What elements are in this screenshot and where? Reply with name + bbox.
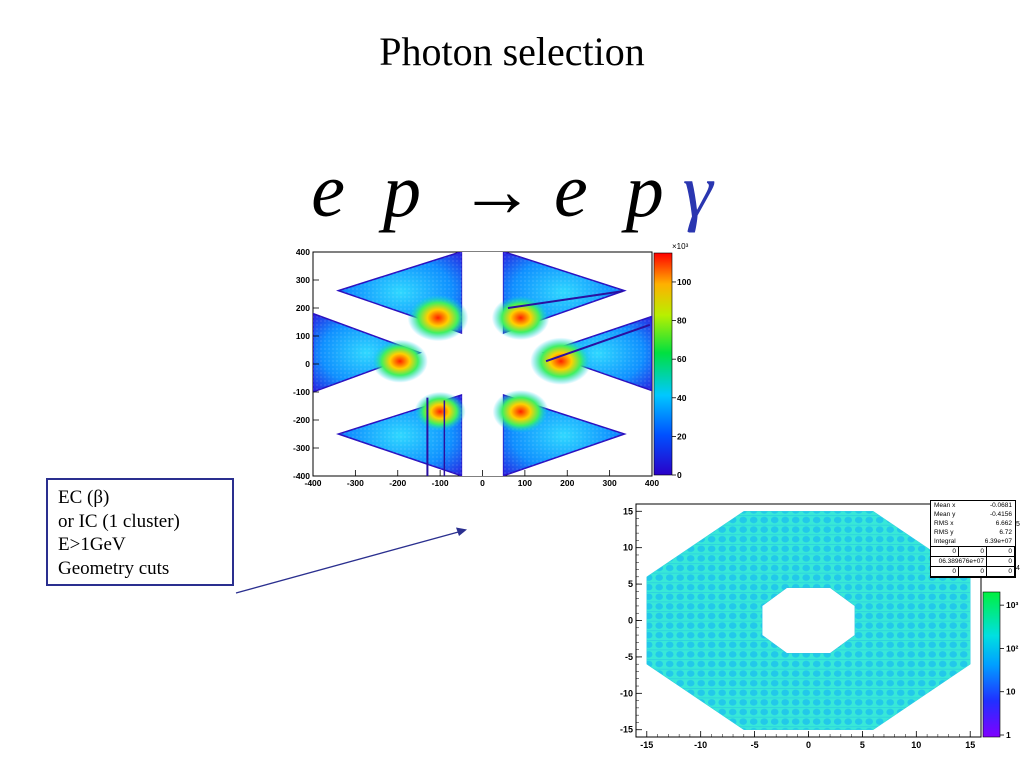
eq-arrow: →: [459, 149, 536, 233]
ec-y-tick-label: 100: [296, 331, 310, 341]
ic-heatmap-chart: -15 -10 -5 0 5 10 15 15 10 5 0 -5 -10 -15 1 10 10² 10³ 5…: [620, 503, 1020, 750]
ec-color-scale-bar: [653, 252, 673, 476]
eq-electron-out: e: [554, 149, 588, 233]
ic-z-tick-label: 10²: [1006, 643, 1018, 653]
ec-x-tick-label: 200: [560, 478, 574, 488]
ec-y-tick-label: 400: [296, 247, 310, 257]
ec-hot-spot: [492, 390, 549, 434]
ic-y-tick-label: 15: [623, 506, 633, 516]
ec-z-tick-label: 60: [677, 354, 687, 364]
ec-z-tick-label: 100: [677, 277, 691, 287]
eq-proton-out: p: [625, 149, 664, 233]
cut-line-ec: EC (β): [58, 487, 110, 508]
ec-x-tick-label: 300: [603, 478, 617, 488]
reaction-equation: e p → e p γ: [0, 148, 1024, 235]
ic-z-tick-label: 10: [1006, 687, 1016, 697]
ic-z-tick-label: 10³: [1006, 600, 1018, 610]
ec-x-tick-label: -300: [347, 478, 364, 488]
ec-hot-spot: [407, 294, 469, 342]
ec-x-tick-label: -100: [432, 478, 449, 488]
ic-x-tick-label: 10: [911, 740, 921, 750]
stats-row: Integral 6.39e+07: [934, 538, 1012, 545]
cut-line-energy: E>1GeV: [58, 534, 126, 555]
selection-cuts-box: EC (β) or IC (1 cluster) E>1GeV Geometry…: [46, 478, 234, 586]
ec-y-tick-label: -300: [293, 443, 310, 453]
ic-z-overflow-label-1: 5: [1016, 521, 1020, 528]
ec-x-tick-label: 400: [645, 478, 659, 488]
ic-y-tick-label: 10: [623, 543, 633, 553]
ec-y-tick-label: -200: [293, 415, 310, 425]
ec-hot-spot: [491, 295, 550, 340]
ec-heatmap-chart: -400 -300 -200 -100 0 100 200 300 40040030020010…: [293, 242, 691, 488]
ic-beam-hole: [761, 587, 856, 654]
ec-y-tick-label: -100: [293, 387, 310, 397]
ec-z-multiplier: ×10³: [672, 242, 689, 251]
ic-x-tick-label: 15: [965, 740, 975, 750]
ic-y-tick-label: 0: [628, 616, 633, 626]
ic-y-tick-label: 5: [628, 579, 633, 589]
ec-y-tick-label: 0: [305, 359, 310, 369]
ec-x-tick-label: -400: [304, 478, 321, 488]
ec-x-tick-label: -200: [389, 478, 406, 488]
slide-title: Photon selection: [379, 29, 645, 74]
stats-grid: 0 0 0 06.389676e+07 0 0 0 0: [931, 546, 1015, 577]
cut-line-ic: or IC (1 cluster): [58, 510, 180, 532]
ic-x-tick-label: 0: [806, 740, 811, 750]
ec-track-streak: [545, 323, 651, 363]
ec-hot-spot: [414, 391, 466, 432]
cut-line-geometry: Geometry cuts: [58, 557, 170, 579]
ec-track-streak: [507, 290, 623, 309]
stats-row: Mean y -0.4156: [934, 511, 1012, 518]
eq-photon: γ: [682, 149, 713, 233]
eq-electron-in: e: [311, 149, 346, 233]
ec-hot-spot: [371, 339, 428, 383]
ic-x-tick-label: 5: [860, 740, 865, 750]
ec-z-tick-label: 0: [677, 470, 682, 480]
ec-y-tick-label: -400: [293, 471, 310, 481]
ic-y-tick-label: -10: [620, 688, 633, 698]
stats-row: RMS x 6.662: [934, 520, 1012, 527]
ec-x-tick-label: 0: [480, 478, 485, 488]
ec-y-tick-label: 300: [296, 275, 310, 285]
ic-stats-box: Mean x -0.0681 Mean y -0.4156 RMS x 6.662 R…: [930, 500, 1016, 578]
ec-hot-spot: [530, 337, 592, 385]
ic-y-tick-label: -5: [625, 652, 633, 662]
ic-z-tick-label: 1: [1006, 730, 1011, 740]
ec-z-tick-label: 40: [677, 393, 687, 403]
ic-x-tick-label: -5: [751, 740, 759, 750]
ic-z-overflow-label-2: 4: [1016, 565, 1020, 572]
ic-y-tick-label: -15: [620, 725, 633, 735]
ec-y-tick-label: 200: [296, 303, 310, 313]
ic-color-scale-bar: [982, 591, 1001, 738]
eq-proton-in: p: [383, 149, 422, 233]
ec-z-tick-label: 20: [677, 431, 687, 441]
stats-row: Mean x -0.0681: [934, 502, 1012, 509]
ec-z-tick-label: 80: [677, 316, 687, 326]
ec-x-tick-label: 100: [518, 478, 532, 488]
ic-x-tick-label: -10: [694, 740, 707, 750]
stats-row: RMS y 6.72: [934, 529, 1012, 536]
ic-x-tick-label: -15: [640, 740, 653, 750]
